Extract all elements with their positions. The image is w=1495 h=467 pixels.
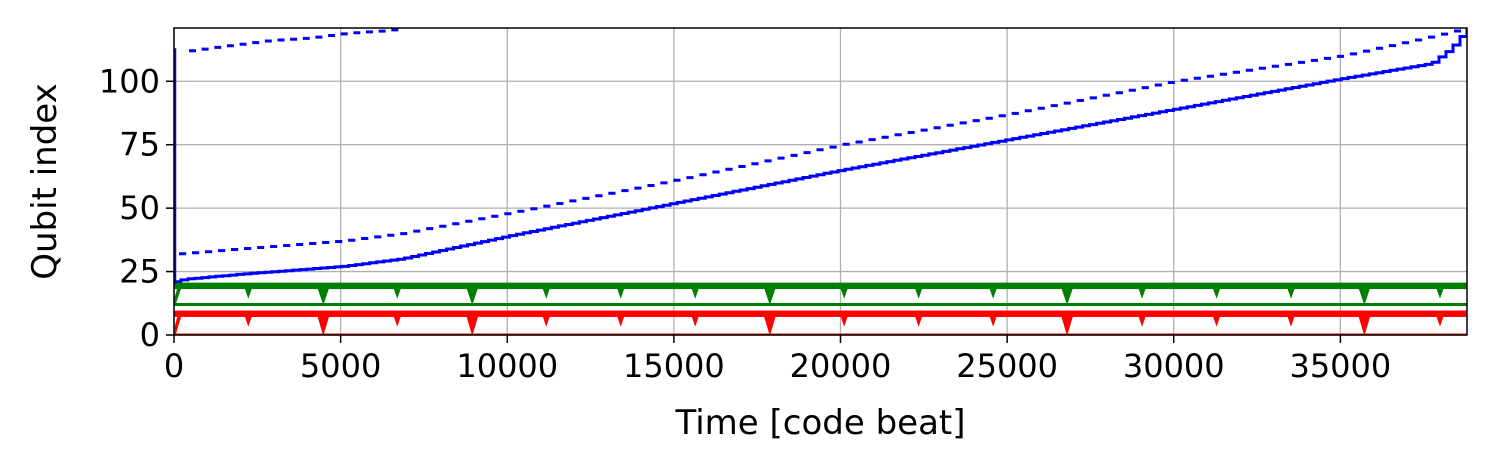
band-dip	[1435, 283, 1445, 299]
band-top-fill	[174, 282, 1467, 290]
band-dip	[1286, 311, 1296, 327]
band-ramp	[174, 311, 183, 335]
blue-qubit-trace-2	[174, 28, 1467, 284]
red-qubit-band	[174, 310, 1467, 335]
band-major-dip	[316, 283, 331, 306]
band-dip	[839, 311, 850, 327]
band-major-dip	[316, 311, 331, 335]
band-dip	[839, 283, 850, 299]
x-tick-label: 10000	[456, 347, 558, 385]
green-qubit-band	[174, 282, 1467, 307]
x-tick-label: 25000	[956, 347, 1058, 385]
band-major-dip	[762, 283, 777, 306]
band-dip	[913, 283, 924, 299]
band-major-dip	[1060, 311, 1075, 335]
band-dip	[690, 283, 701, 299]
plot-frame	[173, 27, 1468, 336]
band-dip	[392, 311, 403, 327]
band-major-dip	[1060, 283, 1075, 306]
band-dip	[1137, 311, 1148, 327]
band-major-dip	[465, 283, 480, 306]
y-tick-label: 50	[119, 189, 160, 227]
axis-ticks: 0 5000 10000 15000 20000 25000 30000 35000 0 25 50…	[99, 62, 1391, 385]
band-dip	[1211, 311, 1222, 327]
x-axis-label: Time [code beat]	[674, 403, 965, 443]
x-tick-label: 0	[164, 347, 184, 385]
x-tick-label: 20000	[790, 347, 892, 385]
blue-qubit-trace-0	[189, 28, 399, 53]
band-dip	[913, 311, 924, 327]
band-major-dip	[762, 311, 777, 335]
band-ramp	[174, 283, 183, 306]
band-dip	[392, 283, 403, 299]
band-major-dip	[1357, 311, 1372, 335]
band-dip	[541, 311, 552, 327]
band-major-dip	[465, 311, 480, 335]
blue-qubit-trace-1	[179, 29, 1462, 256]
band-dip	[615, 311, 626, 327]
band-dip	[988, 283, 999, 299]
band-dip	[243, 311, 254, 327]
band-dip	[615, 283, 626, 299]
band-major-dip	[1357, 283, 1372, 306]
x-tick-label: 30000	[1123, 347, 1225, 385]
band-dip	[1137, 283, 1148, 299]
band-top-fill	[174, 310, 1467, 317]
band-dip	[243, 283, 254, 299]
y-axis-label: Qubit index	[25, 83, 65, 280]
band-dip	[541, 283, 552, 299]
band-dip	[1435, 311, 1445, 327]
band-dip	[1286, 283, 1296, 299]
x-tick-label: 35000	[1289, 347, 1391, 385]
y-tick-label: 25	[119, 253, 160, 291]
y-tick-label: 100	[99, 62, 160, 100]
band-dip	[988, 311, 999, 327]
y-tick-label: 75	[119, 126, 160, 164]
band-dip	[1211, 283, 1222, 299]
band-dip	[690, 311, 701, 327]
x-tick-label: 5000	[300, 347, 381, 385]
data-series	[174, 28, 1467, 335]
x-tick-label: 15000	[623, 347, 725, 385]
y-tick-label: 0	[140, 316, 160, 354]
